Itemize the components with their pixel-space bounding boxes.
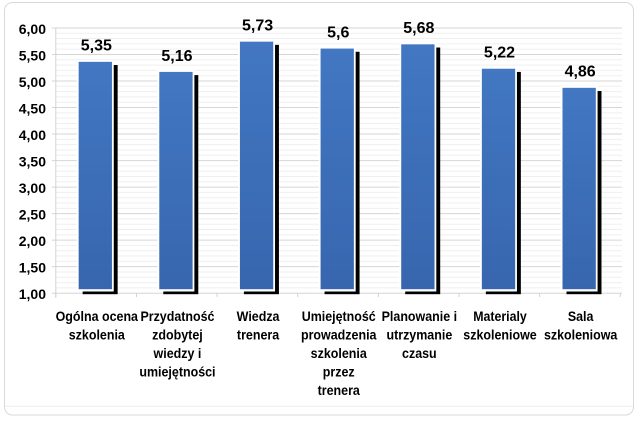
svg-text:5,22: 5,22 (484, 45, 515, 62)
svg-text:5,16: 5,16 (161, 48, 192, 65)
svg-text:5,35: 5,35 (81, 38, 112, 55)
svg-text:utrzymanie: utrzymanie (386, 326, 452, 342)
svg-text:szkolenia: szkolenia (69, 326, 125, 342)
svg-text:szkolenia: szkolenia (311, 345, 367, 361)
svg-text:4,50: 4,50 (19, 100, 46, 116)
svg-text:szkoleniowe: szkoleniowe (463, 326, 537, 342)
svg-text:Ogólna ocena: Ogólna ocena (56, 308, 139, 324)
svg-text:Sala: Sala (568, 308, 594, 324)
svg-text:umiejętności: umiejętności (139, 363, 215, 379)
svg-text:prowadzenia: prowadzenia (301, 326, 377, 342)
svg-text:Wiedza: Wiedza (237, 308, 280, 324)
svg-text:trenera: trenera (237, 326, 279, 342)
svg-text:przez: przez (323, 363, 355, 379)
svg-text:Materialy: Materialy (473, 308, 527, 324)
svg-text:1,00: 1,00 (19, 286, 46, 302)
svg-text:Przydatność: Przydatność (140, 308, 214, 324)
svg-text:1,50: 1,50 (19, 260, 46, 276)
svg-text:3,50: 3,50 (19, 153, 46, 169)
svg-text:4,00: 4,00 (19, 127, 46, 143)
svg-text:zdobytej: zdobytej (152, 326, 203, 342)
svg-text:6,00: 6,00 (19, 21, 46, 37)
svg-text:5,73: 5,73 (242, 18, 273, 35)
svg-text:2,00: 2,00 (19, 233, 46, 249)
svg-text:trenera: trenera (318, 382, 360, 398)
svg-text:2,50: 2,50 (19, 207, 46, 223)
svg-text:szkoleniowa: szkoleniowa (544, 326, 618, 342)
svg-text:Planowanie i: Planowanie i (382, 308, 458, 324)
svg-text:Umiejętność: Umiejętność (302, 308, 376, 324)
svg-text:czasu: czasu (402, 345, 437, 361)
svg-text:5,00: 5,00 (19, 74, 46, 90)
svg-text:4,86: 4,86 (565, 64, 596, 81)
svg-text:3,00: 3,00 (19, 180, 46, 196)
svg-text:5,6: 5,6 (327, 24, 349, 41)
svg-text:wiedzy i: wiedzy i (153, 345, 202, 361)
svg-text:5,50: 5,50 (19, 47, 46, 63)
svg-text:5,68: 5,68 (403, 20, 434, 37)
